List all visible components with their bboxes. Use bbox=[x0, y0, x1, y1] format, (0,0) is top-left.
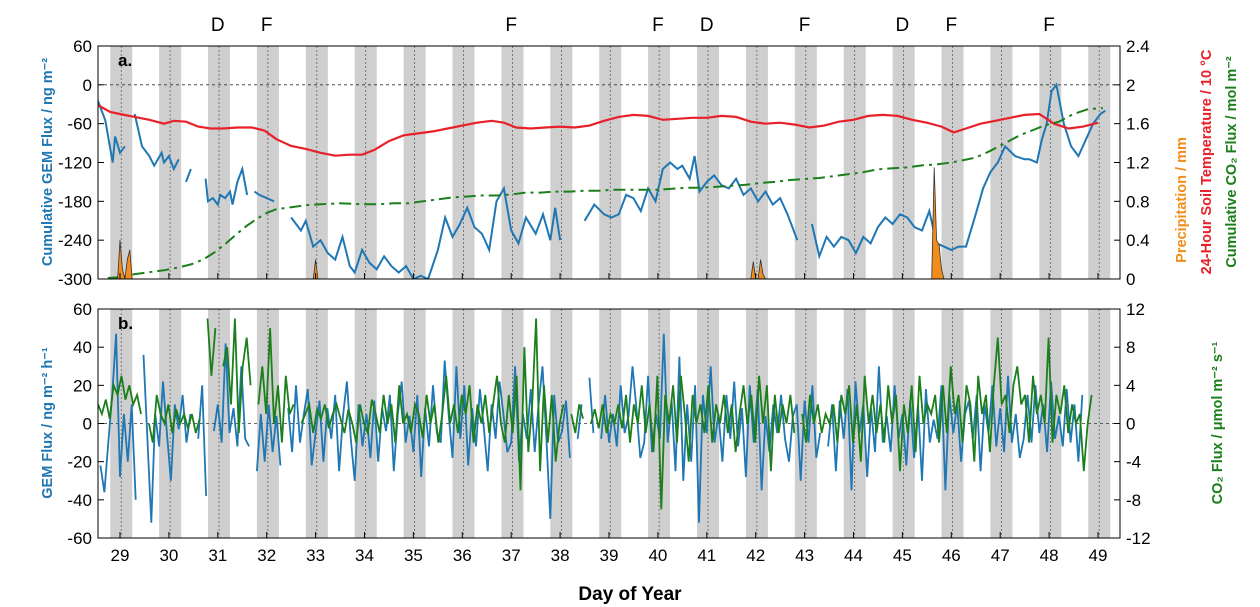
panel-a-left-tick-label: -60 bbox=[67, 115, 92, 134]
panel-a-right-tick-label: 2 bbox=[1126, 76, 1135, 95]
panel-b-left-tick-label: 0 bbox=[83, 415, 92, 434]
panel-a-right-tick-label: 0 bbox=[1126, 270, 1135, 289]
panel-b-left-tick-label: -20 bbox=[67, 453, 92, 472]
x-tick-label: 41 bbox=[697, 546, 716, 565]
panel-a-right-tick-label: 1.2 bbox=[1126, 154, 1150, 173]
x-tick-label: 44 bbox=[844, 546, 863, 565]
x-tick-label: 30 bbox=[159, 546, 178, 565]
x-tick-label: 36 bbox=[453, 546, 472, 565]
precipitation-bars bbox=[117, 167, 945, 279]
x-tick-label: 42 bbox=[746, 546, 765, 565]
panel-b-right-tick-label: -4 bbox=[1126, 453, 1141, 472]
day-type-label: F bbox=[945, 15, 957, 36]
x-tick-label: 29 bbox=[111, 546, 130, 565]
panel-b-night-band bbox=[452, 309, 475, 538]
x-tick-label: 48 bbox=[1040, 546, 1059, 565]
gem_cum-line bbox=[98, 82, 1106, 279]
panel-b-right-tick-label: 8 bbox=[1126, 338, 1135, 357]
x-tick-label: 35 bbox=[404, 546, 423, 565]
x-tick-label: 34 bbox=[355, 546, 374, 565]
day-type-label: F bbox=[505, 15, 517, 36]
panel-b-left-tick-label: -40 bbox=[67, 491, 92, 510]
soil_temp-line bbox=[98, 104, 1099, 157]
panel-a-right-tick-label: 1.6 bbox=[1126, 115, 1150, 134]
x-tick-label: 31 bbox=[208, 546, 227, 565]
panel-b-right-tick-label: 0 bbox=[1126, 415, 1135, 434]
gem_flux-line bbox=[99, 333, 1084, 523]
x-axis-label: Day of Year bbox=[578, 584, 682, 605]
day-type-label: F bbox=[799, 15, 811, 36]
x-tick-label: 45 bbox=[893, 546, 912, 565]
panel-b-right-tick-label: -8 bbox=[1126, 491, 1141, 510]
x-tick-label: 43 bbox=[795, 546, 814, 565]
x-tick-label: 32 bbox=[257, 546, 276, 565]
day-type-label: F bbox=[1043, 15, 1055, 36]
day-type-label: D bbox=[896, 15, 910, 36]
x-tick-label: 40 bbox=[648, 546, 667, 565]
panel-b-right-tick-label: 12 bbox=[1126, 300, 1145, 319]
day-type-label: D bbox=[211, 15, 225, 36]
co2_cum-line bbox=[107, 107, 1103, 279]
x-tick-label: 49 bbox=[1089, 546, 1108, 565]
panel-a-left-tick-label: 0 bbox=[83, 76, 92, 95]
panel-b-right-tick-label: -12 bbox=[1126, 529, 1151, 548]
panel-b-night-band bbox=[1088, 309, 1111, 538]
x-tick-label: 46 bbox=[942, 546, 961, 565]
x-tick-label: 39 bbox=[600, 546, 619, 565]
day-type-label: D bbox=[700, 15, 714, 36]
panel-b-left-axis-label: GEM Flux / ng m⁻² h⁻¹ bbox=[40, 347, 56, 499]
x-tick-label: 47 bbox=[991, 546, 1010, 565]
x-tick-label: 37 bbox=[502, 546, 521, 565]
panel-a-left-axis-label: Cumulative GEM Flux / ng m⁻² bbox=[40, 58, 56, 266]
panel-a-label: a. bbox=[118, 51, 132, 70]
panel-a-left-tick-label: -300 bbox=[58, 270, 92, 289]
panel-a: 60 0 -60 -120 -180 -240 -300 2.4 2 1.6 1.2 0.8 0.4 0 a… bbox=[58, 37, 1150, 289]
co2_flux-line bbox=[98, 318, 1093, 510]
panel-b-left-tick-label: 40 bbox=[73, 338, 92, 357]
panel-b-night-band bbox=[1039, 309, 1062, 538]
panel-b-right-axis-label: CO₂ Flux / μmol m⁻² s⁻¹ bbox=[1210, 341, 1226, 504]
cum-co2-axis-label: Cumulative CO₂ Flux / mol m⁻² bbox=[1224, 56, 1240, 268]
day-type-label: F bbox=[652, 15, 664, 36]
panel-a-right-tick-label: 0.4 bbox=[1126, 231, 1150, 250]
panel-a-left-tick-label: -180 bbox=[58, 192, 92, 211]
day-type-label: F bbox=[261, 15, 273, 36]
panel-b-right-tick-label: 4 bbox=[1126, 376, 1135, 395]
panel-b-label: b. bbox=[118, 314, 133, 333]
panel-b-left-tick-label: 60 bbox=[73, 300, 92, 319]
panel-b-left-tick-label: 20 bbox=[73, 376, 92, 395]
panel-b-night-band bbox=[110, 309, 133, 538]
x-tick-label: 38 bbox=[551, 546, 570, 565]
x-axis-ticks: 29 30 31 32 33 34 35 36 37 38 39 40 41 42 43 44 45 46 47 48… bbox=[111, 273, 1108, 565]
panel-a-right-tick-label: 0.8 bbox=[1126, 192, 1150, 211]
panel-a-left-tick-label: 60 bbox=[73, 37, 92, 56]
panel-a-left-tick-label: -120 bbox=[58, 154, 92, 173]
panel-a-right-tick-label: 2.4 bbox=[1126, 37, 1150, 56]
precip-axis-label: Precipitation / mm bbox=[1174, 137, 1190, 263]
x-tick-label: 33 bbox=[306, 546, 325, 565]
soil-temp-axis-label: 24-Hour Soil Temperature / 10 °C bbox=[1199, 49, 1215, 274]
panel-a-left-tick-label: -240 bbox=[58, 231, 92, 250]
panel-b-left-tick-label: -60 bbox=[67, 529, 92, 548]
